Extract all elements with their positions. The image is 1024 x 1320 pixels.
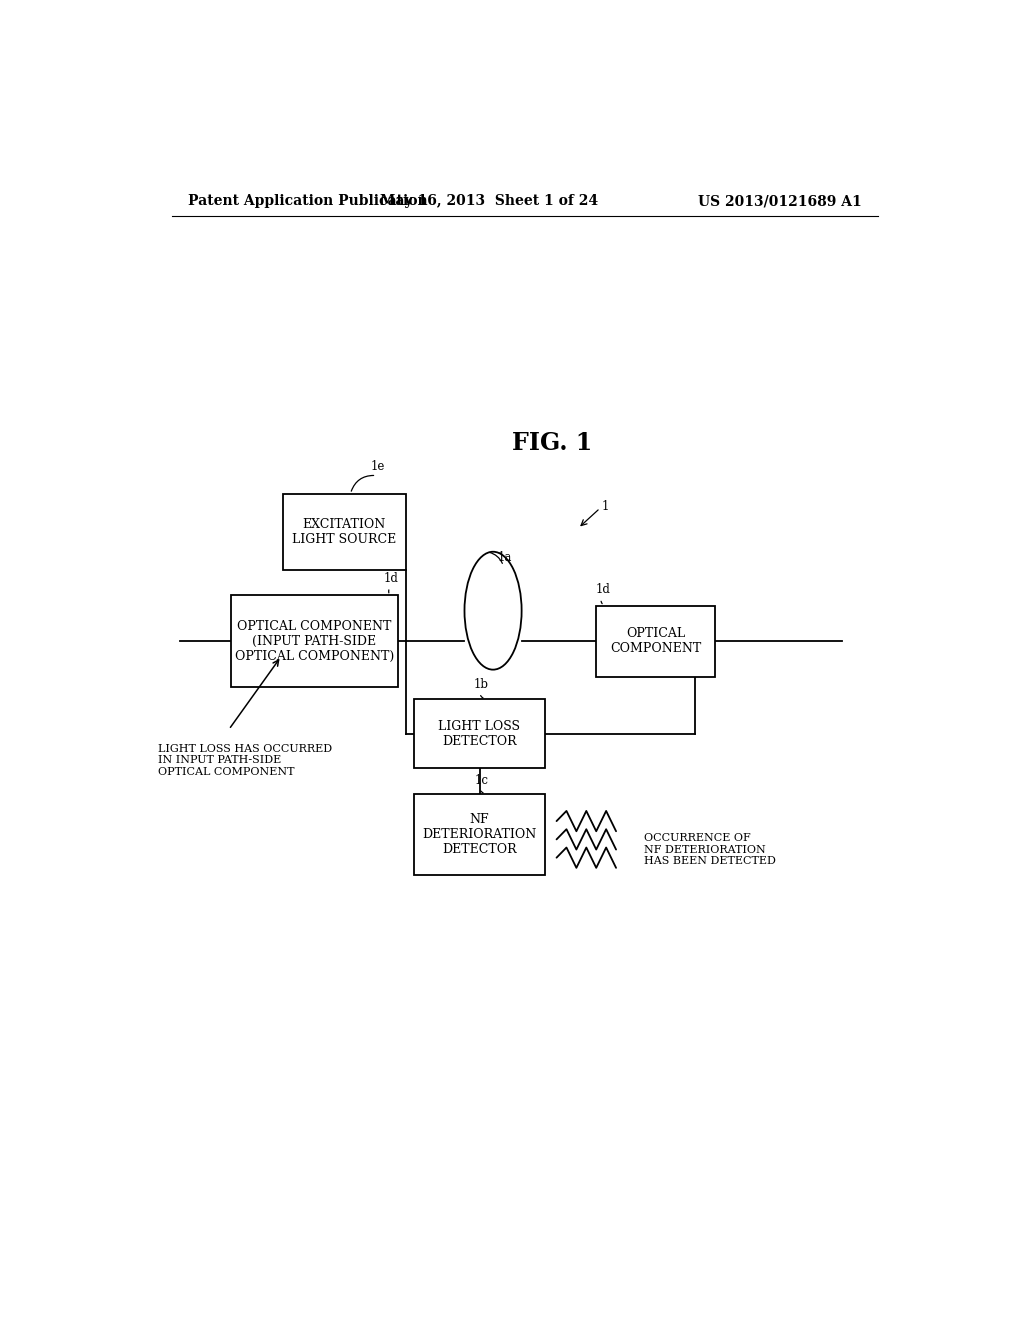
Bar: [283, 494, 406, 570]
Text: Patent Application Publication: Patent Application Publication: [187, 194, 427, 209]
Text: 1a: 1a: [498, 550, 512, 564]
Bar: [596, 606, 715, 677]
Text: OCCURRENCE OF
NF DETERIORATION
HAS BEEN DETECTED: OCCURRENCE OF NF DETERIORATION HAS BEEN …: [644, 833, 776, 866]
Text: 1d: 1d: [595, 583, 610, 597]
Text: 1c: 1c: [474, 774, 488, 787]
Text: 1e: 1e: [371, 461, 385, 474]
Text: OPTICAL COMPONENT
(INPUT PATH-SIDE
OPTICAL COMPONENT): OPTICAL COMPONENT (INPUT PATH-SIDE OPTIC…: [234, 619, 394, 663]
Text: May 16, 2013  Sheet 1 of 24: May 16, 2013 Sheet 1 of 24: [380, 194, 598, 209]
Bar: [414, 700, 545, 768]
Ellipse shape: [465, 552, 521, 669]
Text: NF
DETERIORATION
DETECTOR: NF DETERIORATION DETECTOR: [422, 813, 537, 855]
Text: FIG. 1: FIG. 1: [512, 432, 593, 455]
Text: OPTICAL
COMPONENT: OPTICAL COMPONENT: [610, 627, 701, 655]
Bar: [231, 595, 397, 686]
Text: 1b: 1b: [474, 678, 488, 690]
Text: 1: 1: [602, 499, 609, 512]
Text: LIGHT LOSS
DETECTOR: LIGHT LOSS DETECTOR: [438, 719, 520, 747]
Text: EXCITATION
LIGHT SOURCE: EXCITATION LIGHT SOURCE: [292, 517, 396, 546]
Bar: [414, 793, 545, 875]
Text: US 2013/0121689 A1: US 2013/0121689 A1: [698, 194, 862, 209]
Text: 1d: 1d: [384, 573, 399, 585]
Text: LIGHT LOSS HAS OCCURRED
IN INPUT PATH-SIDE
OPTICAL COMPONENT: LIGHT LOSS HAS OCCURRED IN INPUT PATH-SI…: [158, 743, 332, 776]
